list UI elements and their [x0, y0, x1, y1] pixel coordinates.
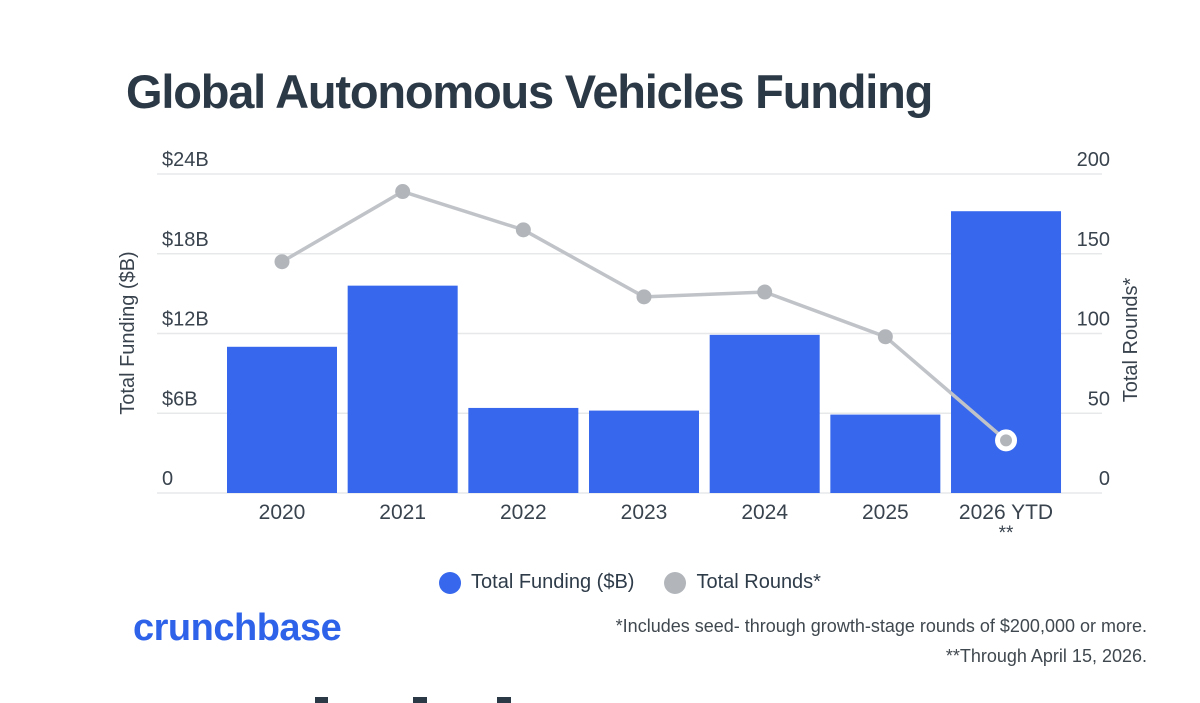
rounds-point-2022: [515, 222, 531, 238]
y-axis-tick-label-right: 0: [1099, 468, 1110, 490]
left-axis-title: Total Funding ($B): [117, 251, 139, 414]
x-axis-footnote-marker: **: [999, 523, 1014, 544]
chart-legend: Total Funding ($B) Total Rounds*: [439, 571, 821, 594]
y-axis-tick-label-left: 0: [162, 468, 173, 490]
rounds-point-2024: [757, 284, 773, 300]
legend-item-total-funding: Total Funding ($B): [439, 571, 634, 594]
right-axis-title: Total Rounds*: [1120, 278, 1142, 403]
x-axis-label-2024: 2024: [741, 501, 788, 524]
rounds-point-2020: [274, 254, 290, 270]
bar-2025: [830, 414, 941, 493]
x-axis-label-2021: 2021: [379, 501, 426, 524]
rounds-point-2021: [395, 184, 411, 200]
y-axis-tick-label-right: 50: [1088, 388, 1110, 410]
x-axis-label-2022: 2022: [500, 501, 547, 524]
y-axis-tick-label-right: 150: [1077, 229, 1110, 251]
rounds-series-dot-icon: [664, 571, 687, 594]
footnote-date-cutoff: **Through April 15, 2026.: [945, 646, 1147, 666]
rounds-point-2023: [636, 289, 652, 305]
rounds-point-2026-ytd: [995, 429, 1018, 452]
bar-2023: [589, 410, 700, 493]
y-axis-tick-label-left: $24B: [162, 149, 209, 171]
crunchbase-logo: crunchbase: [133, 607, 342, 649]
cutoff-text-fragment: [315, 697, 328, 703]
y-axis-tick-label-left: $6B: [162, 388, 198, 410]
legend-item-total-rounds: Total Rounds*: [664, 571, 821, 594]
x-axis-label-2025: 2025: [862, 501, 909, 524]
page-title: Global Autonomous Vehicles Funding: [126, 65, 933, 118]
x-axis-label-2020: 2020: [259, 501, 306, 524]
bar-2024: [709, 334, 820, 493]
footnote-rounds-definition: *Includes seed- through growth-stage rou…: [615, 616, 1147, 636]
x-axis-label-2026-ytd: 2026 YTD: [959, 501, 1053, 524]
legend-label-total-rounds: Total Rounds*: [696, 571, 821, 593]
rounds-point-2025: [877, 329, 893, 345]
y-axis-tick-label-left: $18B: [162, 229, 209, 251]
y-axis-tick-label-right: 200: [1077, 149, 1110, 171]
cutoff-text-fragment: [497, 697, 511, 703]
y-axis-tick-label-left: $12B: [162, 309, 209, 331]
y-axis-tick-label-right: 100: [1077, 309, 1110, 331]
cutoff-text-fragment: [413, 697, 427, 703]
x-axis-label-2023: 2023: [621, 501, 668, 524]
bar-2021: [347, 285, 458, 493]
bar-2020: [227, 346, 337, 493]
funding-series-dot-icon: [439, 571, 462, 594]
footnotes: *Includes seed- through growth-stage rou…: [616, 611, 1147, 671]
bar-2022: [468, 407, 579, 493]
legend-label-total-funding: Total Funding ($B): [471, 571, 635, 593]
